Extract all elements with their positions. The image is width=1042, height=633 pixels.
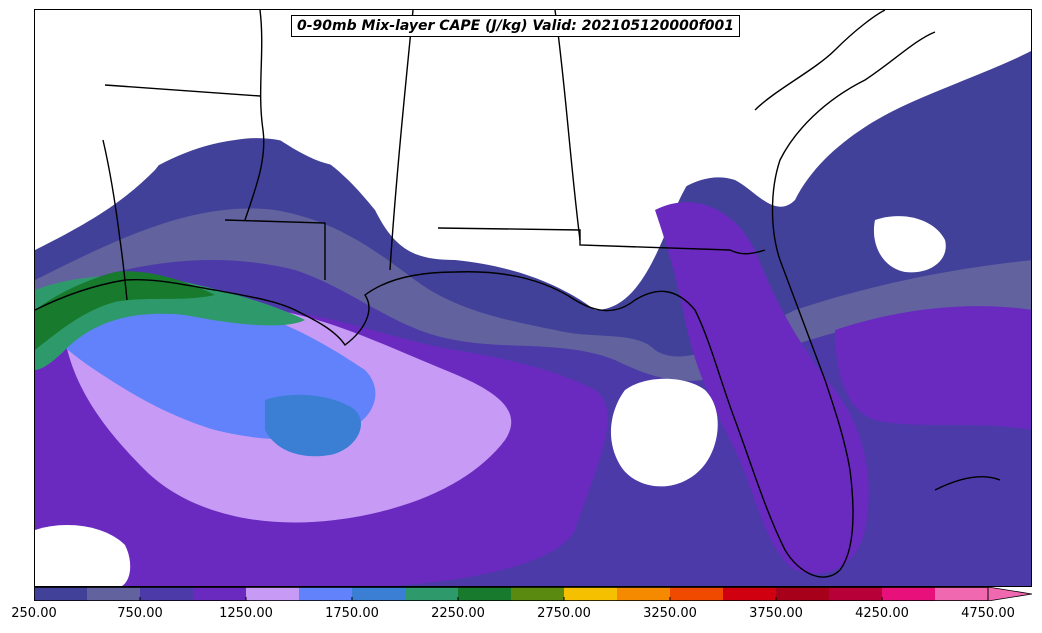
colorbar-tick-label: 3750.00 [749,606,803,621]
colorbar-tick-label: 1750.00 [325,606,379,621]
cape-contour-map [35,10,1031,586]
state-boundary-ar-la [104,84,261,97]
coastline-gulf [35,31,936,578]
colorbar-tick-label: 2250.00 [431,606,485,621]
colorbar-segment [193,587,247,601]
no-cape-region-north [35,10,1031,250]
map-frame: 0-90mb Mix-layer CAPE (J/kg) Valid: 2021… [34,9,1032,587]
no-cape-region-mexico [35,525,131,586]
colorbar-segment [352,587,406,601]
colorbar-tick-label: 3250.00 [643,606,697,621]
state-boundary-mississippi-river [244,10,265,221]
colorbar-tick-label: 750.00 [117,606,163,621]
no-cape-region-atlantic [873,216,946,273]
colorbar-tick-label: 250.00 [11,606,57,621]
colorbar-segment [458,587,512,601]
colorbar-tick-label: 2750.00 [537,606,591,621]
colorbar-segment [511,587,565,601]
colorbar-segment [299,587,353,601]
colorbar-segment [882,587,936,601]
colorbar-extend-arrow [987,587,1032,601]
colorbar-segment [829,587,883,601]
state-boundary-ga-sc [754,10,886,111]
colorbar-segment [34,587,88,601]
no-cape-region-gulf-south [610,378,718,487]
colorbar-tick-label: 4250.00 [855,606,909,621]
colorbar-segment [670,587,724,601]
colorbar [34,587,1032,601]
colorbar-segment [87,587,141,601]
state-boundary-fl-al-ga [437,227,731,251]
state-boundary-la-ms [224,219,326,280]
colorbar-segment [246,587,300,601]
colorbar-segment [723,587,777,601]
state-boundary-ms-al [389,10,414,271]
colorbar-segment [140,587,194,601]
colorbar-segment [935,587,989,601]
state-boundary-tx-la [102,139,128,301]
map-title: 0-90mb Mix-layer CAPE (J/kg) Valid: 2021… [291,15,740,37]
cape-field-east-band [655,202,869,574]
colorbar-tick-label: 1250.00 [219,606,273,621]
colorbar-segment [564,587,618,601]
cape-field-atlantic-band [835,306,1031,430]
state-boundary-ga-fl-east [729,249,766,255]
coastline-bahamas [934,476,1001,491]
colorbar-outline [34,587,989,601]
colorbar-segment [405,587,459,601]
cape-field-level-7 [265,394,361,457]
colorbar-segment [617,587,671,601]
colorbar-segment [776,587,830,601]
colorbar-tick-label: 4750.00 [961,606,1015,621]
